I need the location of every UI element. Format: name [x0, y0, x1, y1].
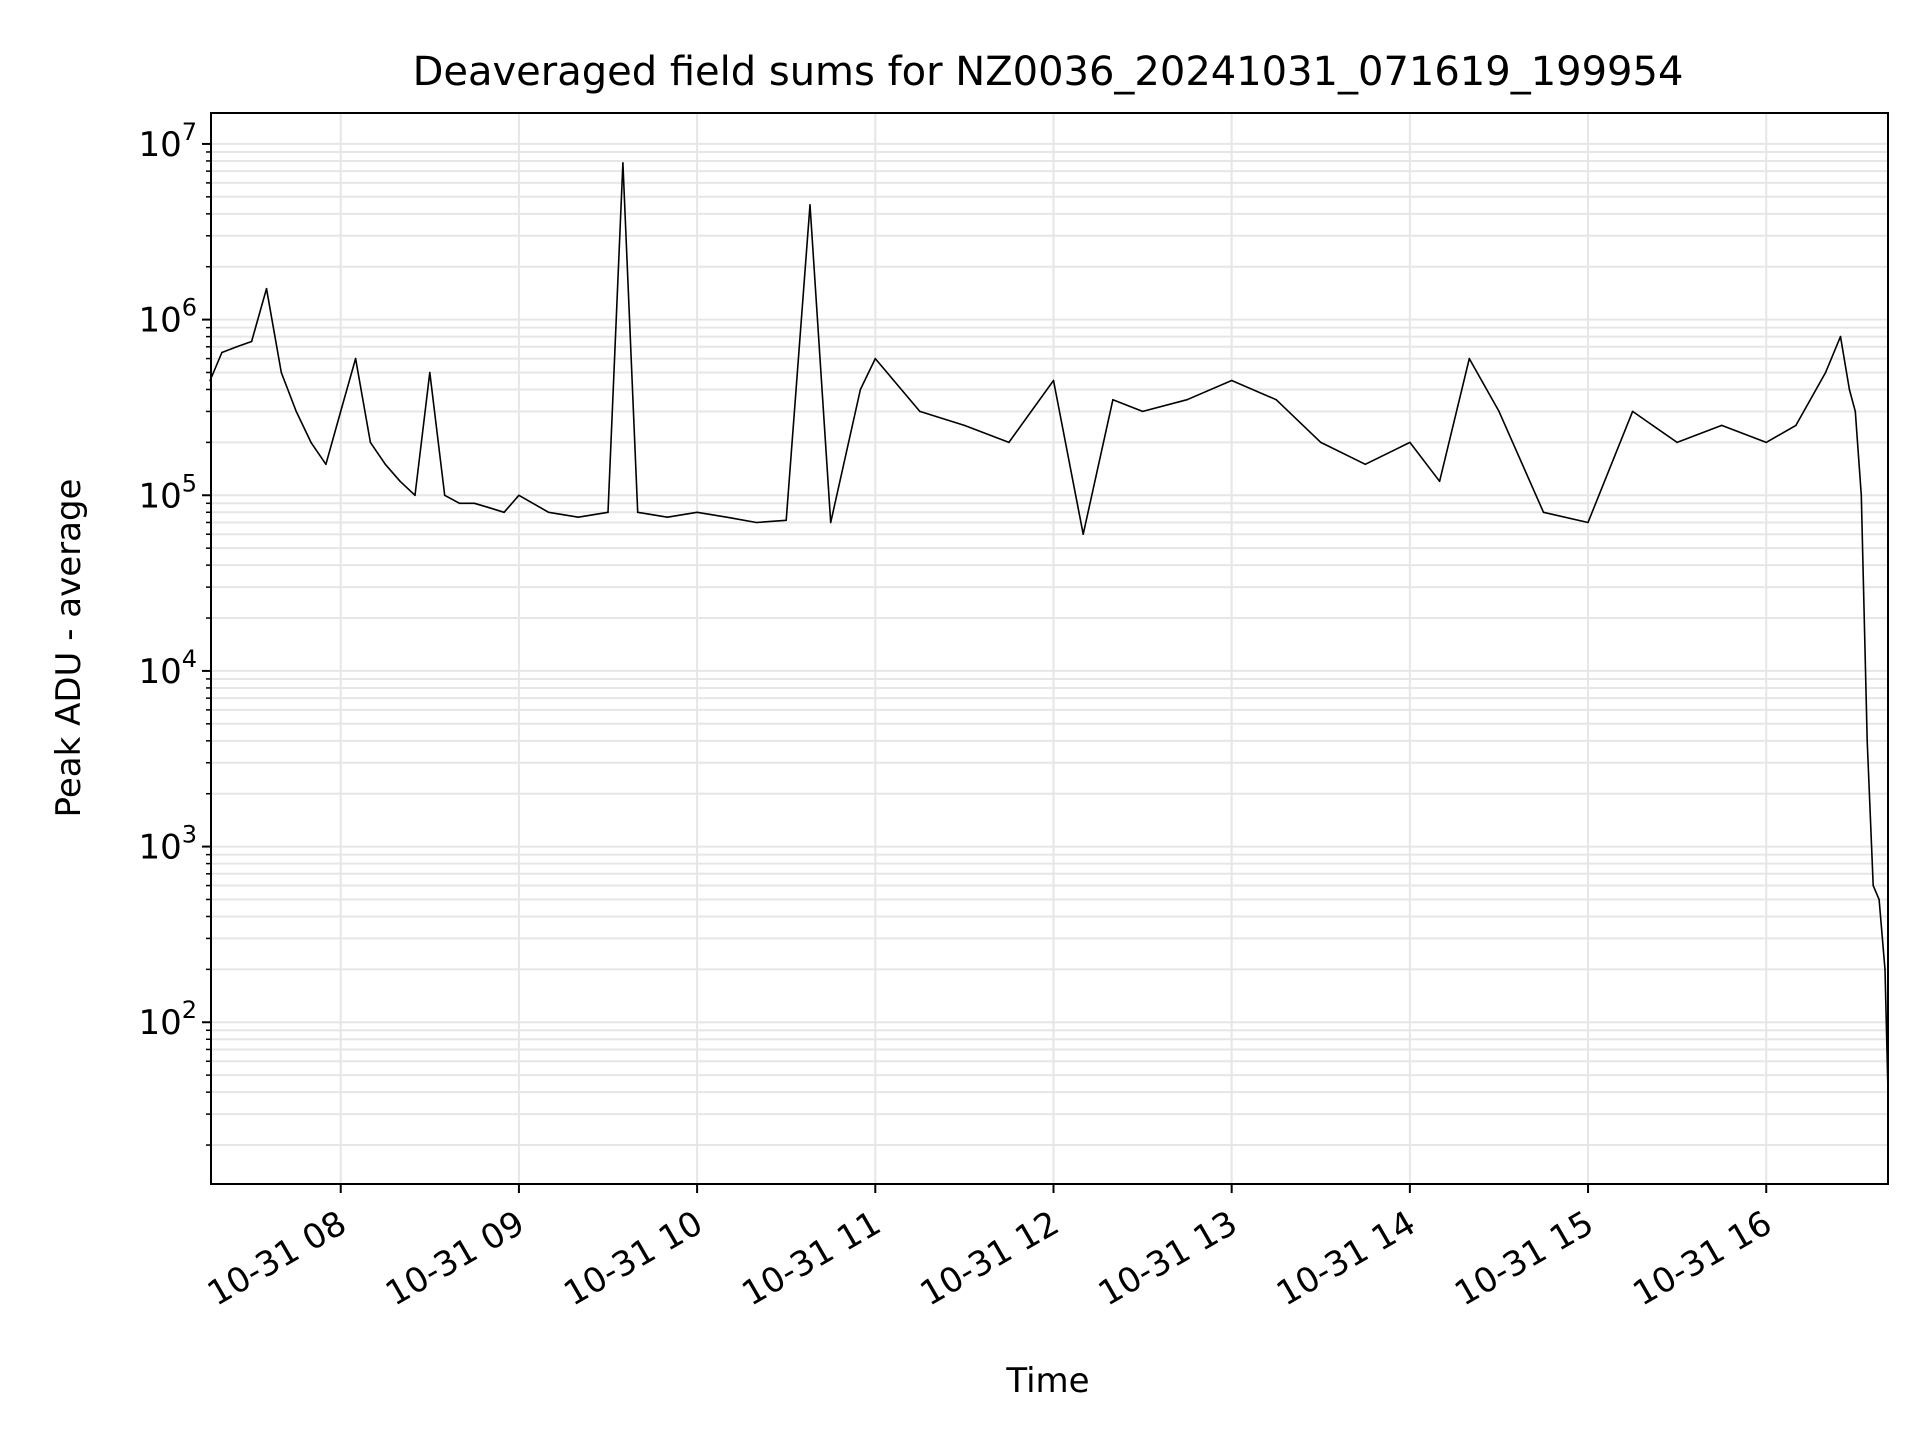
data-point	[1468, 357, 1471, 360]
data-point	[622, 162, 624, 164]
data-point	[1860, 494, 1863, 497]
data-point	[488, 506, 491, 509]
data-point	[1884, 968, 1886, 971]
data-point	[443, 494, 446, 497]
minor-gridlines	[211, 150, 1888, 1147]
data-point	[325, 463, 327, 466]
data-point	[1364, 463, 1367, 466]
data-point	[295, 410, 298, 413]
data-point	[1141, 410, 1144, 413]
data-point	[265, 287, 268, 290]
data-point	[1676, 441, 1678, 444]
data-point	[458, 502, 461, 505]
data-point	[354, 357, 357, 360]
plot-frame	[210, 112, 1889, 1185]
data-point	[236, 346, 238, 348]
data-point	[874, 357, 877, 360]
y-tick-base: 10	[138, 1003, 181, 1043]
y-tick-exponent: 3	[182, 821, 197, 849]
data-point	[1498, 410, 1500, 413]
data-point	[1542, 511, 1545, 514]
y-tick-label: 106	[138, 294, 197, 341]
y-tick-exponent: 5	[182, 469, 197, 497]
data-point	[1872, 884, 1874, 887]
data-point	[1587, 521, 1589, 524]
major-gridlines	[211, 113, 1888, 1184]
y-tick-label: 105	[138, 469, 197, 516]
data-point	[726, 516, 728, 518]
data-point	[1112, 398, 1114, 401]
data-point	[1765, 441, 1767, 444]
data-point	[1839, 335, 1842, 338]
y-tick-base: 10	[138, 301, 181, 341]
y-tick-exponent: 2	[182, 996, 197, 1024]
data-point	[1052, 379, 1055, 382]
data-point	[547, 511, 550, 514]
y-tick-base: 10	[138, 652, 181, 692]
x-axis-label: Time	[1005, 1361, 1089, 1401]
y-tick-exponent: 6	[182, 294, 197, 322]
y-tick-label: 104	[138, 645, 197, 692]
y-tick-exponent: 7	[182, 118, 197, 146]
data-point	[518, 494, 520, 497]
y-tick-label: 103	[138, 821, 197, 868]
data-point	[221, 351, 223, 354]
data-point	[963, 424, 966, 427]
y-tick-base: 10	[138, 828, 181, 868]
data-point	[384, 463, 387, 466]
data-point	[696, 511, 698, 514]
data-point	[755, 521, 758, 524]
data-point	[250, 340, 253, 343]
data-point	[1720, 424, 1723, 427]
data-point	[829, 521, 832, 524]
y-tick-exponent: 4	[182, 645, 197, 673]
data-point	[1824, 371, 1827, 374]
y-tick-base: 10	[138, 125, 181, 165]
data-point	[919, 410, 921, 413]
data-point	[636, 511, 639, 514]
data-point	[473, 502, 476, 505]
y-tick-label: 102	[138, 996, 197, 1043]
data-point	[577, 516, 580, 518]
data-point	[607, 511, 609, 514]
data-point	[1008, 441, 1010, 444]
data-point	[809, 204, 811, 206]
data-point	[1230, 379, 1233, 382]
data-point	[503, 511, 505, 514]
data-point	[1082, 533, 1084, 535]
data-point	[1275, 398, 1277, 401]
data-point	[1878, 898, 1880, 901]
y-tick-label: 107	[138, 118, 197, 165]
data-point	[1795, 424, 1797, 427]
data-point	[280, 371, 283, 374]
data-point	[429, 371, 431, 374]
data-point	[414, 494, 416, 497]
data-point	[399, 480, 401, 483]
data-point	[1186, 398, 1188, 401]
data-point	[1866, 740, 1868, 742]
data-point	[369, 441, 372, 444]
data-point	[1409, 441, 1411, 444]
data-point	[1438, 480, 1441, 483]
data-point	[310, 441, 312, 444]
data-point	[1848, 388, 1851, 391]
y-tick-base: 10	[138, 476, 181, 516]
data-point	[339, 410, 342, 413]
data-point	[1854, 410, 1857, 413]
data-point	[785, 519, 787, 522]
data-point	[1320, 441, 1322, 444]
chart-title: Deaveraged field sums for NZ0036_2024103…	[413, 49, 1684, 95]
data-point	[859, 388, 862, 391]
data-point	[666, 516, 669, 518]
y-axis-label: Peak ADU - average	[49, 479, 89, 818]
data-point	[1631, 410, 1634, 413]
